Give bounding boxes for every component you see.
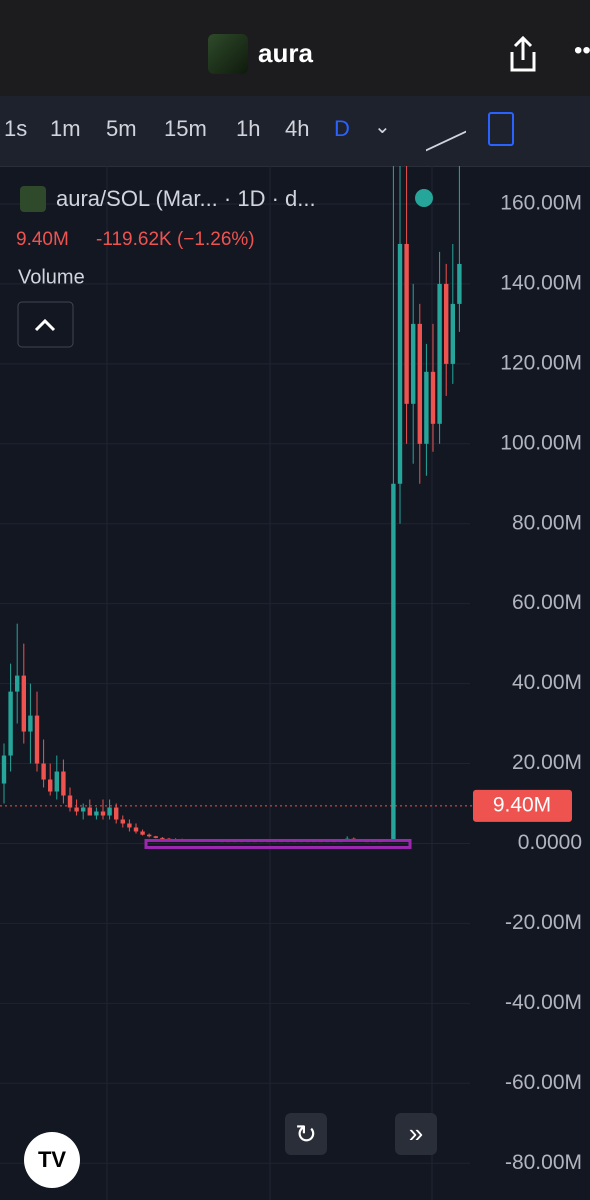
y-tick-label: 40.00M — [512, 671, 582, 694]
candle-body — [15, 675, 20, 692]
candle-body — [67, 795, 73, 808]
candle-body — [450, 303, 455, 364]
y-tick-label: 60.00M — [512, 591, 582, 614]
candle-body — [444, 283, 449, 364]
candle-body — [430, 371, 436, 424]
timeframe-button[interactable]: 15m — [164, 116, 207, 141]
timeframe-button[interactable]: 5m — [106, 116, 137, 141]
reset-button[interactable]: ↻ — [285, 1113, 327, 1155]
last-price-label: 9.40M — [493, 793, 551, 816]
candle-body — [34, 715, 40, 764]
legend-change: -119.62K (−1.26%) — [96, 229, 255, 250]
header-title: aura — [258, 38, 313, 68]
chart: 160.00M 140.00M 120.00M 100.00M 80.00M 60.00M… — [0, 166, 582, 1200]
candle-body — [133, 827, 139, 832]
header: aura •• — [0, 0, 590, 96]
candle-body — [457, 263, 462, 304]
candle-body — [140, 831, 145, 835]
candle-body — [74, 807, 79, 812]
legend-icon — [20, 186, 46, 212]
candle-body — [424, 371, 429, 444]
candle-body — [41, 763, 46, 780]
y-tick-label: 160.00M — [500, 192, 582, 215]
y-tick-label: 80.00M — [512, 511, 582, 534]
chart-type-line[interactable] — [426, 106, 466, 152]
candle-body — [1, 755, 7, 784]
candle-body — [48, 779, 53, 792]
y-tick-label: 0.0000 — [518, 831, 582, 854]
candle-body — [61, 771, 66, 796]
candle-body — [28, 715, 33, 732]
candle-body — [404, 243, 409, 404]
y-tick-label: 20.00M — [512, 751, 582, 774]
chart-type-candle[interactable] — [488, 112, 514, 146]
share-button[interactable] — [506, 34, 540, 74]
candle-body — [437, 283, 442, 424]
candle-body — [120, 819, 125, 824]
collapse-icon — [34, 318, 56, 332]
y-tick-label: 100.00M — [500, 431, 582, 454]
timeframe-bar: 1s 1m 5m 15m 1h 4h D ⌄ — [0, 96, 590, 167]
candle-body — [107, 807, 112, 816]
candle-body — [391, 483, 396, 841]
token-icon — [208, 34, 248, 74]
tradingview-logo[interactable]: TV — [24, 1132, 80, 1188]
y-tick-label: -60.00M — [505, 1071, 582, 1094]
candle-body — [147, 834, 152, 837]
candle-body — [54, 771, 59, 792]
candle-body — [87, 807, 92, 816]
highlight-box — [144, 838, 412, 849]
y-tick-label: -80.00M — [505, 1151, 582, 1174]
live-dot — [415, 189, 433, 207]
legend-indicator: Volume — [18, 266, 85, 288]
candle-body — [127, 823, 132, 828]
candle-body — [397, 243, 403, 484]
timeframe-button[interactable]: 4h — [285, 116, 310, 141]
candle-body — [8, 691, 13, 756]
timeframe-button[interactable]: 1s — [4, 116, 28, 141]
y-tick-label: 120.00M — [500, 351, 582, 374]
candle-body — [114, 807, 119, 820]
candle-body — [81, 807, 86, 812]
candle-body — [100, 811, 106, 816]
scroll-right-button[interactable]: » — [395, 1113, 437, 1155]
timeframe-button[interactable]: D — [334, 116, 350, 141]
y-tick-label: -20.00M — [505, 911, 582, 934]
candle-body — [153, 836, 158, 838]
timeframe-dropdown[interactable]: ⌄ — [374, 116, 391, 138]
timeframe-button[interactable]: 1h — [236, 116, 261, 141]
candle-body — [94, 811, 99, 816]
y-tick-label: 140.00M — [500, 271, 582, 294]
candle-body — [417, 323, 422, 444]
legend-price: 9.40M — [16, 229, 69, 250]
collapse-button[interactable] — [17, 301, 74, 348]
last-price-box — [473, 789, 572, 822]
candle-body — [160, 837, 165, 839]
candle-body — [21, 675, 26, 732]
timeframe-button[interactable]: 1m — [50, 116, 81, 141]
legend-symbol: aura/SOL (Mar... · 1D · d... — [56, 186, 316, 211]
candle-body — [411, 323, 416, 404]
more-button[interactable]: •• — [574, 37, 590, 64]
y-tick-label: -40.00M — [505, 991, 582, 1014]
